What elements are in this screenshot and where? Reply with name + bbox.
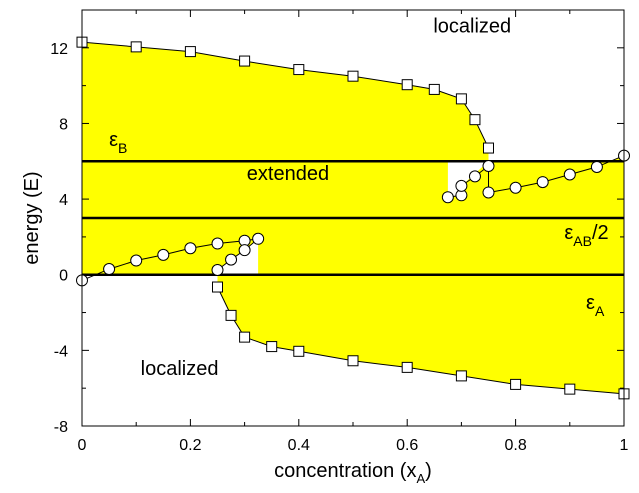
series-3-point-3 [266,341,278,353]
series-2-point-10 [211,264,224,276]
series-3-point-4 [293,345,305,357]
series-1-point-0 [441,191,454,204]
axis-ticks: 0 0.2 0.4 0.6 0.8 1 -8 -4 0 4 8 12 [50,9,629,454]
region-label-0: localized [433,16,511,38]
hline-label-0: εB [109,129,127,156]
x-tick-label-3: 0.6 [396,437,418,454]
series-3-point-6 [401,361,413,373]
region-label-2: localized [141,358,219,380]
series-1-point-4 [482,160,495,172]
series-2-point-9 [225,253,238,266]
series-0-point-3 [239,55,251,67]
y-tick-label-2: 0 [59,268,68,285]
series-3-point-9 [564,383,576,395]
x-axis-title-sub: A [416,471,425,486]
series-3-point-8 [510,378,522,390]
x-tick-label-0: 0 [78,437,87,454]
y-tick-label-3: 4 [59,192,68,209]
x-tick-label-4: 0.8 [504,437,526,454]
hline-label-1: εAB/2 [564,222,608,249]
hline-label-2: εA [586,292,605,319]
series-0-point-10 [483,142,494,154]
series-3-point-5 [347,355,359,367]
series-2-point-1 [103,263,116,276]
series-2-point-8 [238,244,251,257]
series-0-point-4 [293,64,305,76]
series-2-point-3 [157,248,170,261]
series-0-point-8 [455,93,467,105]
text-labels: εB εAB/2 εA localized extended localized [109,16,609,380]
series-1-point-7 [536,176,549,189]
y-tick-label-4: 8 [59,116,68,133]
series-0-point-5 [347,70,359,82]
series-1-point-3 [468,170,481,183]
series-3-point-7 [455,370,467,382]
series-3-point-0 [212,281,223,293]
reference-lines [82,160,624,276]
series-1-point-8 [563,168,576,181]
x-tick-label-5: 1 [620,437,629,454]
series-1-point-6 [509,181,522,194]
x-axis-title: concentration (xA) [274,460,432,486]
series-3-point-1 [225,309,237,321]
series-2-point-7 [252,232,265,245]
data-series [76,36,630,400]
x-tick-label-2: 0.4 [288,437,310,454]
series-2-point-4 [184,242,197,255]
series-2-point-5 [211,237,224,250]
series-3-point-2 [239,331,251,343]
region-label-1: extended [247,163,329,185]
localized-region-lower-left [82,274,245,426]
y-axis-title: energy (E) [21,171,43,264]
x-axis-title-end: ) [425,460,432,482]
series-0-point-1 [130,41,142,53]
series-0-point-2 [184,46,196,58]
series-0-point-7 [428,83,440,95]
x-tick-label-1: 0.2 [179,437,201,454]
y-tick-label-1: -4 [54,343,68,360]
series-0-point-9 [469,114,481,126]
series-1-point-5 [482,186,495,199]
series-1-point-2 [455,179,468,192]
series-2-point-2 [130,254,143,267]
y-tick-label-5: 12 [50,41,68,58]
series-0-point-6 [401,79,413,91]
series-1-point-9 [590,160,603,173]
x-axis-title-main: concentration (x [274,460,416,482]
y-tick-label-0: -8 [54,419,68,436]
